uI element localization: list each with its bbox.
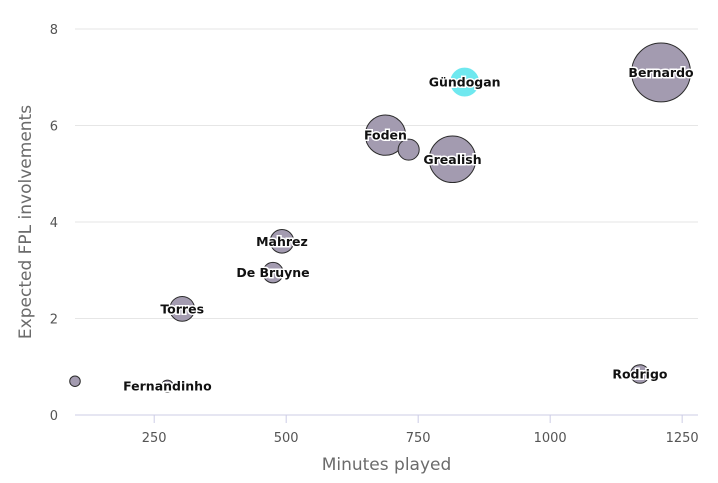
y-axis-title: Expected FPL involvements — [16, 105, 36, 339]
x-tick-label: 1250 — [666, 431, 699, 446]
y-tick-label: 4 — [50, 216, 58, 231]
point-label: De Bruyne — [236, 265, 309, 280]
bubble-mahrez[interactable] — [269, 229, 295, 254]
y-tick-label: 2 — [50, 313, 58, 328]
x-axis-title: Minutes played — [322, 455, 452, 475]
bubble-grealish[interactable] — [428, 135, 477, 184]
axis-ticks: 0 2 4 6 8 250 500 750 1000 1250 — [50, 23, 699, 446]
x-tick-label: 1000 — [534, 431, 567, 446]
gridlines — [75, 28, 698, 319]
x-tick-label: 750 — [406, 431, 431, 446]
bubble-foden[interactable] — [364, 114, 407, 156]
bubble-rodrigo[interactable] — [630, 364, 650, 384]
bubble-gündogan[interactable] — [450, 67, 480, 97]
point-label: Gündogan — [429, 75, 501, 90]
bubbles — [69, 42, 691, 393]
bubble-de-bruyne[interactable] — [262, 261, 284, 284]
point-label: Rodrigo — [612, 366, 668, 381]
y-tick-label: 8 — [50, 23, 58, 38]
point-labels: Bernardo Gündogan Foden Grealish Mahrez De Br… — [122, 63, 696, 395]
point-label: Fernandinho — [123, 379, 212, 394]
point-label: Grealish — [423, 152, 481, 167]
point-label: Mahrez — [256, 234, 308, 249]
y-tick-label: 6 — [50, 120, 58, 135]
bubble-unlabeled[interactable] — [397, 138, 420, 161]
y-tick-label: 0 — [50, 409, 58, 424]
x-tick-label: 500 — [274, 431, 299, 446]
x-tick-label: 250 — [142, 431, 167, 446]
bubble-bernardo[interactable] — [631, 42, 691, 103]
point-label: Bernardo — [628, 65, 694, 80]
bubble-torres[interactable] — [169, 295, 196, 322]
point-label: Foden — [364, 128, 407, 143]
bubble-unlabeled[interactable] — [69, 375, 81, 387]
point-label: Torres — [160, 301, 204, 316]
bubble-fernandinho[interactable] — [161, 379, 174, 393]
